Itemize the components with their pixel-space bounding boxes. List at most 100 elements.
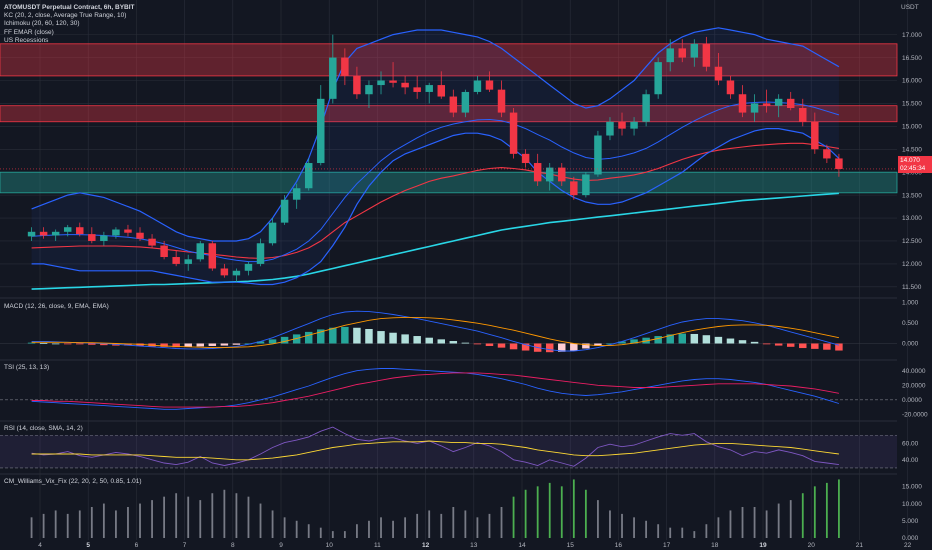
x-tick-label: 12 xyxy=(422,542,430,549)
vix-bar xyxy=(825,482,828,538)
vix-bar xyxy=(163,496,166,538)
vix-bar xyxy=(584,489,587,538)
vix-bar xyxy=(512,496,515,538)
macd-histogram-bar xyxy=(618,341,626,344)
macd-histogram-bar xyxy=(317,329,325,344)
candle-body xyxy=(461,91,470,113)
candle-body xyxy=(606,121,614,136)
macd-histogram-bar xyxy=(654,336,662,344)
vix-tick-label: 0.000 xyxy=(902,535,919,542)
candle-body xyxy=(485,80,494,90)
candle-body xyxy=(654,62,662,95)
indicator-label-ichimoku: Ichimoku (20, 60, 120, 30) xyxy=(4,20,80,28)
macd-histogram-bar xyxy=(606,343,614,345)
tsi-tick-label: 20.0000 xyxy=(902,382,926,389)
candle-body xyxy=(425,85,433,92)
macd-histogram-bar xyxy=(256,341,265,344)
macd-histogram-bar xyxy=(389,332,397,344)
candle-body xyxy=(521,153,530,164)
tsi-tick-label: 0.0000 xyxy=(902,397,922,404)
x-tick-label: 6 xyxy=(135,542,139,549)
price-axis-unit: USDT xyxy=(901,4,919,11)
last-price-value: 14.070 xyxy=(900,157,920,164)
macd-histogram-bar xyxy=(280,336,289,344)
vix-bar xyxy=(548,482,551,538)
candle-body xyxy=(124,229,132,233)
vix-pane-title: CM_Williams_Vix_Fix (22, 20, 2, 50, 0.85… xyxy=(4,478,142,485)
vix-bar xyxy=(343,531,346,538)
candle-body xyxy=(642,94,650,122)
rsi-tick-label: 60.00 xyxy=(902,441,919,448)
macd-histogram-bar xyxy=(184,343,192,347)
macd-histogram-bar xyxy=(304,331,313,344)
candle-body xyxy=(533,163,542,182)
rsi-sma-line xyxy=(31,440,839,461)
macd-histogram-bar xyxy=(401,334,409,344)
vix-bar xyxy=(90,507,93,538)
candle-body xyxy=(762,103,771,106)
price-tick-label: 11.500 xyxy=(902,284,922,291)
chart-legend: ATOMUSDT Perpetual Contract, 6h, BYBIT K… xyxy=(4,4,135,45)
candle-body xyxy=(750,103,759,113)
candle-body xyxy=(148,238,156,246)
candle-body xyxy=(594,135,602,175)
vix-bar xyxy=(838,479,840,538)
macd-histogram-bar xyxy=(582,343,590,349)
x-tick-label: 5 xyxy=(86,542,90,549)
vix-bar xyxy=(657,524,660,538)
vix-bar xyxy=(741,507,744,538)
macd-histogram-bar xyxy=(666,334,674,344)
macd-histogram-bar xyxy=(208,343,217,346)
candle-body xyxy=(232,270,241,276)
x-tick-label: 11 xyxy=(374,542,381,549)
macd-histogram-bar xyxy=(570,343,578,351)
vix-bar xyxy=(319,527,322,538)
vix-bar xyxy=(440,513,443,538)
candle-body xyxy=(100,235,108,241)
macd-histogram-bar xyxy=(172,343,180,348)
candle-body xyxy=(76,227,84,235)
vix-bar xyxy=(777,503,780,538)
vix-bar xyxy=(597,500,599,538)
macd-histogram-bar xyxy=(88,343,96,345)
candle-body xyxy=(63,227,72,232)
tsi-pane-title: TSI (25, 13, 13) xyxy=(4,364,50,371)
vix-bar xyxy=(211,493,214,538)
macd-histogram-bar xyxy=(160,343,168,347)
x-tick-label: 10 xyxy=(326,542,334,549)
candle-body xyxy=(582,174,590,196)
x-tick-label: 4 xyxy=(38,542,42,549)
candle-body xyxy=(172,257,180,264)
vix-bar xyxy=(78,510,81,538)
vix-bar xyxy=(271,510,274,538)
candle-body xyxy=(256,243,265,264)
indicator-label-keltner: KC (20, 2, close, Average True Range, 10… xyxy=(4,12,127,20)
macd-histogram-bar xyxy=(811,343,819,349)
vix-bar xyxy=(235,493,238,538)
macd-tick-label: 1.000 xyxy=(902,299,919,306)
keltner-mid-line xyxy=(31,101,840,263)
vix-bar xyxy=(307,524,310,538)
vix-bar xyxy=(175,493,178,538)
x-tick-label: 15 xyxy=(567,542,575,549)
macd-histogram-bar xyxy=(220,343,229,346)
candle-body xyxy=(329,57,337,99)
vix-bar xyxy=(368,520,370,538)
macd-histogram-bar xyxy=(437,339,446,344)
macd-histogram-bar xyxy=(63,343,72,345)
macd-tick-label: 0.000 xyxy=(902,341,919,348)
macd-histogram-bar xyxy=(196,343,205,347)
macd-line xyxy=(31,310,840,352)
vix-bar xyxy=(813,486,816,538)
candle-body xyxy=(39,231,48,236)
macd-histogram-bar xyxy=(738,340,747,344)
macd-signal-line xyxy=(31,316,839,349)
vix-bar xyxy=(392,520,394,538)
macd-tick-label: 0.500 xyxy=(902,320,919,327)
candle-body xyxy=(811,121,819,150)
symbol-title: ATOMUSDT Perpetual Contract, 6h, BYBIT xyxy=(4,4,135,11)
x-tick-label: 9 xyxy=(279,542,283,549)
vix-bar xyxy=(54,510,57,538)
vix-bar xyxy=(283,517,286,538)
candle-body xyxy=(497,89,506,113)
